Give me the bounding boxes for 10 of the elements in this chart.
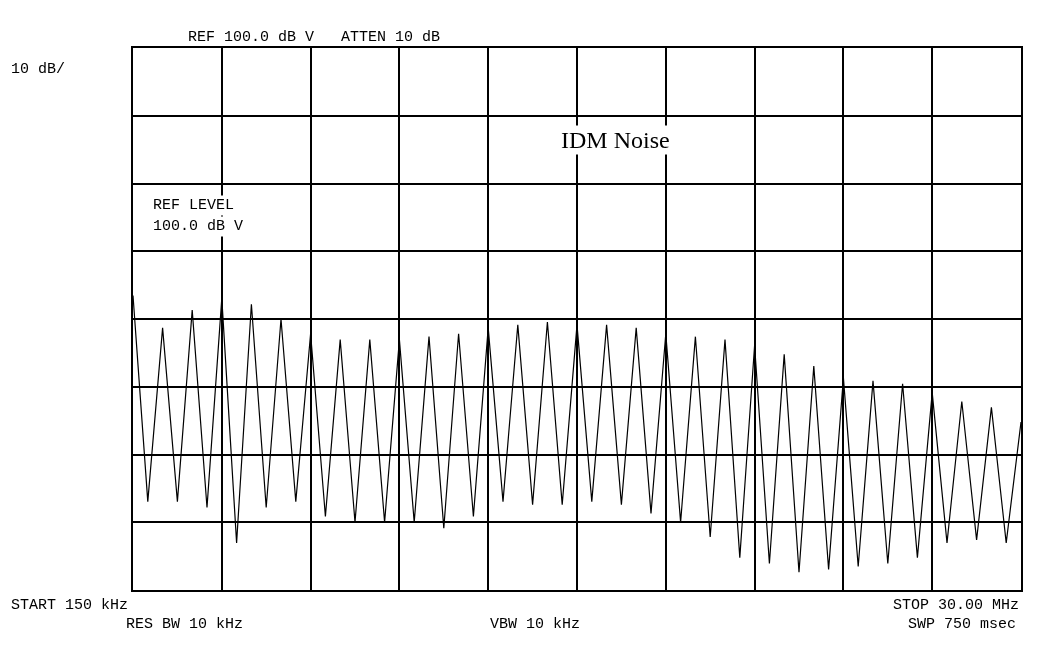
- text: STOP 30.00 MHz: [893, 597, 1020, 614]
- text: SWP 750 msec: [908, 616, 1017, 633]
- text: REF LEVEL: [153, 197, 235, 214]
- text: REF 100.0 dB V ATTEN 10 dB: [188, 29, 441, 46]
- text: 10 dB/: [11, 61, 66, 78]
- text: 100.0 dB V: [153, 218, 244, 235]
- text: IDM Noise: [561, 127, 670, 153]
- text: RES BW 10 kHz: [126, 616, 244, 633]
- text: START 150 kHz: [11, 597, 129, 614]
- text: VBW 10 kHz: [490, 616, 581, 633]
